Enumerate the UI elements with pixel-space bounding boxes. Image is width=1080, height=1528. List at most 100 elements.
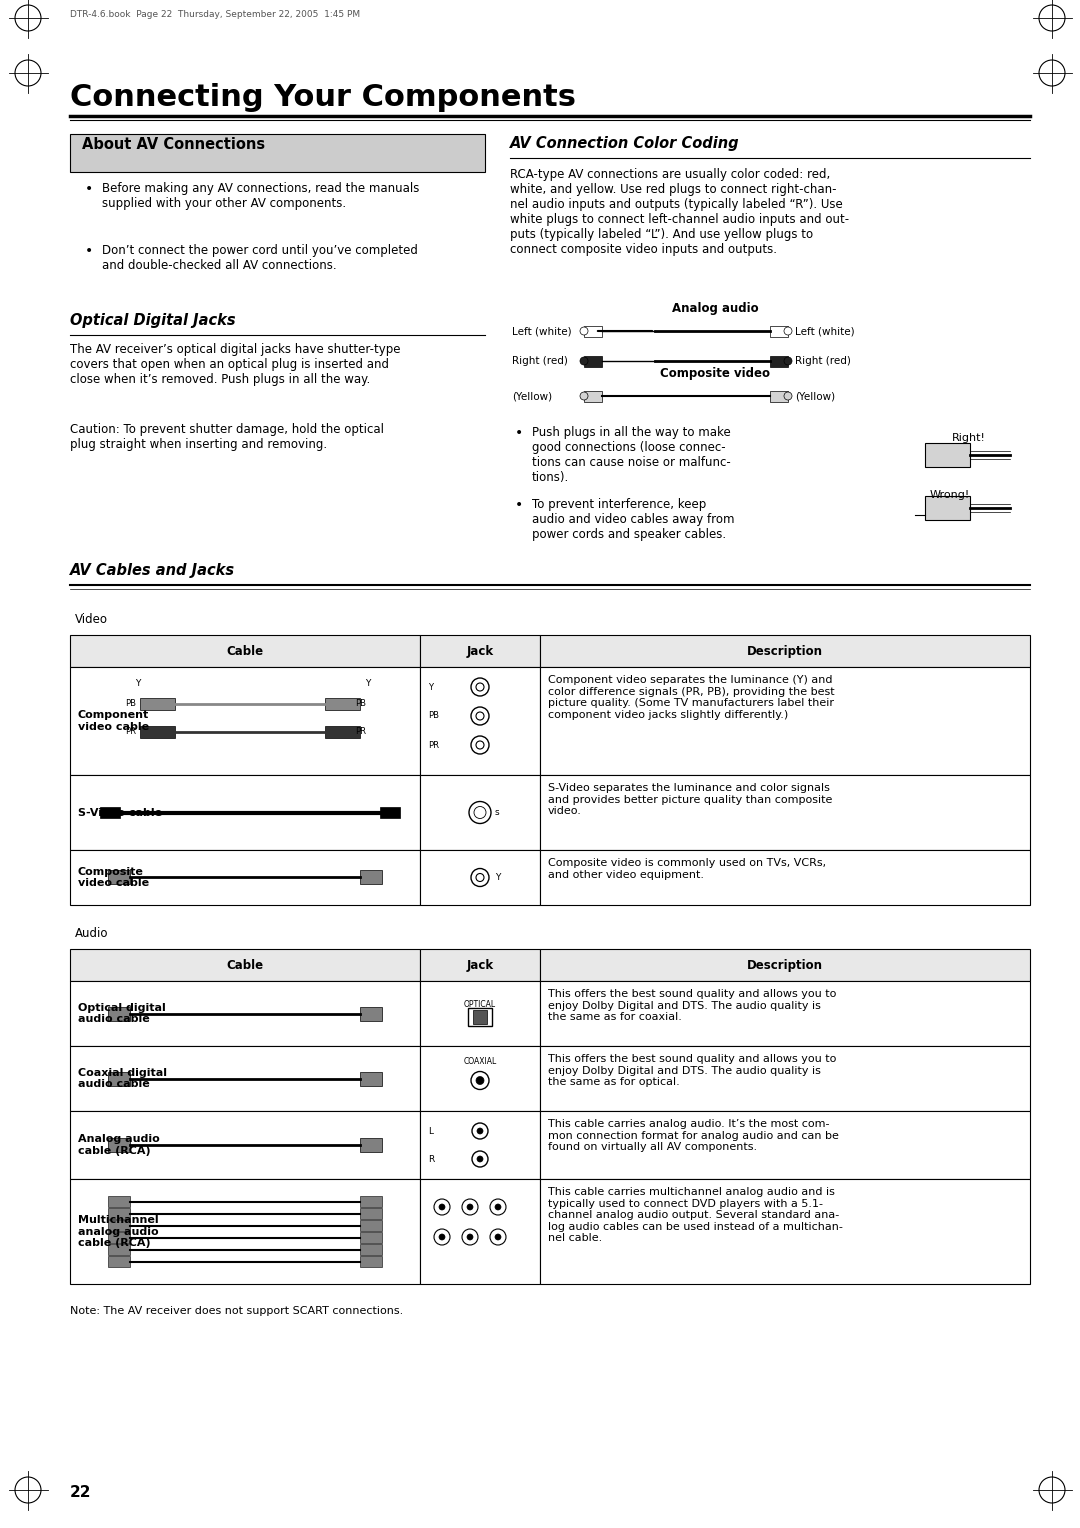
Circle shape bbox=[580, 393, 588, 400]
Text: Analog audio: Analog audio bbox=[672, 303, 758, 315]
Text: COAXIAL: COAXIAL bbox=[463, 1057, 497, 1067]
Bar bbox=[108, 1232, 130, 1242]
Bar bbox=[380, 807, 400, 817]
Bar bbox=[420, 636, 540, 668]
Text: •: • bbox=[515, 498, 523, 512]
Bar bbox=[108, 1219, 130, 1232]
Text: Connecting Your Components: Connecting Your Components bbox=[70, 83, 576, 112]
Bar bbox=[70, 850, 420, 905]
Text: Left (white): Left (white) bbox=[512, 325, 571, 336]
Bar bbox=[325, 698, 360, 711]
Text: PR: PR bbox=[355, 727, 366, 736]
Text: Right!: Right! bbox=[951, 432, 986, 443]
Bar bbox=[70, 668, 420, 775]
Text: (Yellow): (Yellow) bbox=[795, 391, 835, 400]
Text: Description: Description bbox=[747, 645, 823, 657]
Bar bbox=[360, 1138, 382, 1152]
Text: This offers the best sound quality and allows you to
enjoy Dolby Digital and DTS: This offers the best sound quality and a… bbox=[548, 1054, 836, 1088]
Text: Composite video is commonly used on TVs, VCRs,
and other video equipment.: Composite video is commonly used on TVs,… bbox=[548, 859, 826, 880]
Circle shape bbox=[784, 393, 792, 400]
Bar bbox=[70, 134, 485, 173]
Text: Don’t connect the power cord until you’ve completed
and double-checked all AV co: Don’t connect the power cord until you’v… bbox=[102, 244, 418, 272]
Bar bbox=[540, 775, 1030, 850]
Bar bbox=[360, 869, 382, 885]
Bar bbox=[420, 981, 540, 1047]
Bar bbox=[924, 497, 970, 520]
Text: This offers the best sound quality and allows you to
enjoy Dolby Digital and DTS: This offers the best sound quality and a… bbox=[548, 989, 836, 1022]
Text: Analog audio
cable (RCA): Analog audio cable (RCA) bbox=[78, 1134, 160, 1155]
Circle shape bbox=[784, 358, 792, 365]
Bar bbox=[770, 325, 788, 336]
Bar bbox=[360, 1219, 382, 1232]
Text: Component
video cable: Component video cable bbox=[78, 711, 149, 732]
Text: DTR-4.6.book  Page 22  Thursday, September 22, 2005  1:45 PM: DTR-4.6.book Page 22 Thursday, September… bbox=[70, 11, 360, 18]
Text: Optical digital
audio cable: Optical digital audio cable bbox=[78, 1002, 165, 1024]
Bar bbox=[420, 1111, 540, 1180]
Bar bbox=[540, 1180, 1030, 1284]
Bar bbox=[70, 981, 420, 1047]
Bar bbox=[420, 775, 540, 850]
Text: Wrong!: Wrong! bbox=[930, 490, 970, 500]
Text: Jack: Jack bbox=[467, 645, 494, 657]
Bar bbox=[360, 1196, 382, 1207]
Bar bbox=[540, 949, 1030, 981]
Bar bbox=[770, 356, 788, 367]
Text: AV Connection Color Coding: AV Connection Color Coding bbox=[510, 136, 740, 151]
Bar bbox=[540, 1111, 1030, 1180]
Text: Push plugs in all the way to make
good connections (loose connec-
tions can caus: Push plugs in all the way to make good c… bbox=[532, 426, 731, 484]
Text: Y: Y bbox=[428, 683, 433, 692]
Bar bbox=[70, 1180, 420, 1284]
Bar bbox=[584, 391, 602, 402]
Bar bbox=[108, 869, 130, 885]
Circle shape bbox=[467, 1235, 473, 1241]
Bar bbox=[360, 1209, 382, 1219]
Text: S-Video cable: S-Video cable bbox=[78, 807, 162, 817]
Bar bbox=[420, 949, 540, 981]
Bar bbox=[140, 726, 175, 738]
Bar bbox=[770, 391, 788, 402]
Bar bbox=[540, 981, 1030, 1047]
Bar bbox=[108, 1256, 130, 1267]
Bar bbox=[420, 1180, 540, 1284]
Text: This cable carries multichannel analog audio and is
typically used to connect DV: This cable carries multichannel analog a… bbox=[548, 1187, 842, 1244]
Text: L: L bbox=[428, 1126, 433, 1135]
Text: Optical Digital Jacks: Optical Digital Jacks bbox=[70, 313, 235, 329]
Bar bbox=[420, 1047, 540, 1111]
Text: PR: PR bbox=[428, 741, 438, 750]
Bar bbox=[360, 1256, 382, 1267]
Text: Cable: Cable bbox=[227, 645, 264, 657]
Circle shape bbox=[438, 1204, 445, 1210]
Bar bbox=[70, 636, 420, 668]
Bar bbox=[108, 1209, 130, 1219]
Circle shape bbox=[476, 1077, 484, 1085]
Circle shape bbox=[580, 327, 588, 335]
Text: •: • bbox=[85, 182, 93, 196]
Text: Composite video: Composite video bbox=[660, 367, 770, 380]
Bar bbox=[360, 1244, 382, 1254]
Bar bbox=[108, 1071, 130, 1085]
Text: Left (white): Left (white) bbox=[795, 325, 854, 336]
Text: Composite
video cable: Composite video cable bbox=[78, 866, 149, 888]
Circle shape bbox=[580, 358, 588, 365]
Text: This cable carries analog audio. It’s the most com-
mon connection format for an: This cable carries analog audio. It’s th… bbox=[548, 1118, 839, 1152]
Text: PR: PR bbox=[125, 727, 136, 736]
Bar bbox=[70, 1111, 420, 1180]
Bar bbox=[540, 668, 1030, 775]
Bar bbox=[70, 775, 420, 850]
Bar bbox=[584, 325, 602, 336]
Bar bbox=[108, 1244, 130, 1254]
Bar bbox=[584, 356, 602, 367]
Text: About AV Connections: About AV Connections bbox=[82, 138, 265, 151]
Bar bbox=[540, 1047, 1030, 1111]
Text: Right (red): Right (red) bbox=[795, 356, 851, 367]
Text: Jack: Jack bbox=[467, 958, 494, 972]
Bar bbox=[468, 1007, 492, 1025]
Circle shape bbox=[477, 1128, 483, 1134]
Bar bbox=[540, 636, 1030, 668]
Bar bbox=[108, 1196, 130, 1207]
Text: •: • bbox=[85, 244, 93, 258]
Text: PB: PB bbox=[125, 698, 136, 707]
Text: S-Video separates the luminance and color signals
and provides better picture qu: S-Video separates the luminance and colo… bbox=[548, 782, 833, 816]
Text: The AV receiver’s optical digital jacks have shutter-type
covers that open when : The AV receiver’s optical digital jacks … bbox=[70, 342, 401, 387]
Bar bbox=[70, 949, 420, 981]
